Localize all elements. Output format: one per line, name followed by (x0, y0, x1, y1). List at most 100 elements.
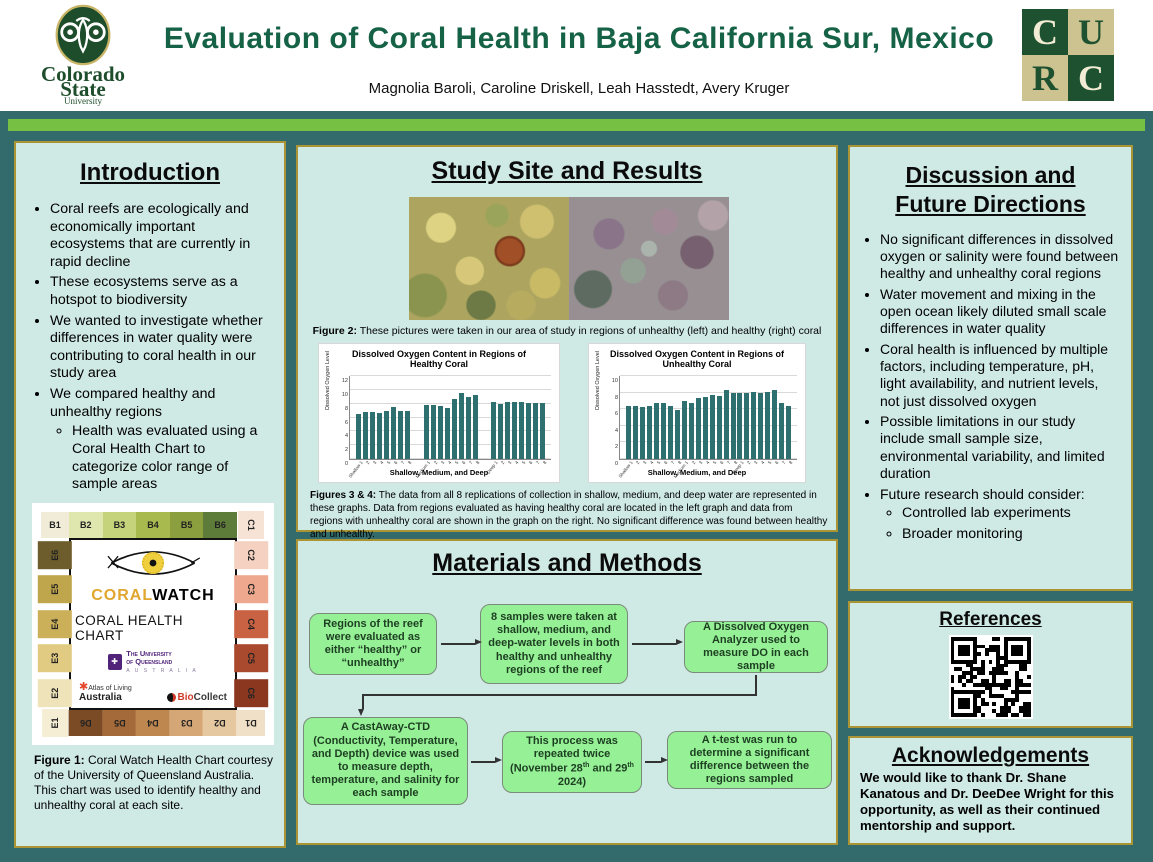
x-tick-label: 5 (711, 460, 718, 466)
x-tick-label: 3 (642, 460, 648, 466)
coral-photos (409, 197, 729, 320)
bar-column: 8 (405, 376, 413, 465)
x-tick-label: 4 (446, 460, 453, 466)
poster-title: Evaluation of Coral Health in Baja Calif… (163, 22, 995, 55)
bar (786, 405, 791, 459)
gridline: 8 (615, 391, 797, 401)
coral-photo-healthy (569, 197, 729, 320)
intro-sub-bullet: Health was evaluated using a Coral Healt… (72, 423, 272, 493)
gridline: 2 (615, 441, 797, 450)
discussion-bullet: No significant differences in dissolved … (880, 231, 1121, 283)
bar-column: 3 (695, 376, 703, 465)
discussion-panel: Discussion and Future Directions No sign… (848, 145, 1133, 591)
introduction-bullet-list: Coral reefs are ecologically and economi… (32, 201, 272, 494)
bar-column: 8 (472, 376, 480, 465)
bar-column: 3 (437, 376, 445, 465)
figures34-caption: Figures 3 & 4: The data from all 8 repli… (310, 489, 828, 541)
bar-column: Shallow 1 (618, 376, 634, 479)
x-tick-label: 6 (663, 460, 669, 466)
bar-column: 5 (384, 376, 392, 465)
csu-wordmark-university: University (64, 96, 102, 106)
figure1-caption-label: Figure 1: (34, 753, 85, 767)
coral-swatch-d2: D2 (203, 710, 237, 736)
biocollect-logo: BioCollect (166, 692, 227, 703)
coral-health-chart-grid: CORALWATCH CORAL HEALTH CHART The Univer… (37, 511, 269, 737)
x-tick-label: 3 (697, 460, 704, 466)
bar (709, 395, 715, 459)
bar (675, 410, 680, 459)
methods-step-5-text: 2024) (557, 775, 587, 788)
coral-swatch-e6: E6 (37, 541, 73, 570)
bar-column: 6 (716, 376, 724, 465)
figure1-caption-text: Coral Watch Health Chart courtesy of the… (34, 753, 273, 812)
flow-connector-down (755, 675, 757, 695)
discussion-bullet: Coral health is influenced by multiple f… (880, 341, 1121, 410)
bar (540, 402, 545, 459)
discussion-bullet: Water movement and mixing in the open oc… (880, 286, 1121, 338)
bar (526, 402, 531, 459)
bar-column: 8 (675, 376, 683, 465)
x-tick-label: 2 (432, 460, 439, 466)
y-tick-label: 10 (611, 378, 618, 384)
x-tick-label: 7 (670, 460, 676, 466)
coral-swatch-e1: E1 (42, 709, 68, 737)
flow-arrow-4 (471, 757, 502, 763)
bar (423, 405, 429, 459)
x-tick-label: 8 (407, 460, 413, 466)
uq-line3: A U S T R A L I A (126, 668, 198, 675)
flow-arrow-1 (441, 639, 482, 645)
x-tick-label: 4 (704, 460, 711, 466)
figures34-caption-label: Figures 3 & 4: (310, 490, 377, 501)
bar-column: 6 (526, 376, 534, 465)
coral-swatch-c5: C5 (233, 644, 269, 673)
x-tick-label: 6 (393, 460, 399, 466)
figures34-caption-text: The data from all 8 replications of coll… (310, 490, 828, 540)
bar (363, 411, 368, 459)
x-tick-label: 2 (746, 460, 752, 466)
bar-column: 3 (505, 376, 513, 465)
x-tick-label: 3 (507, 460, 513, 466)
y-tick-label: 0 (614, 461, 618, 467)
y-tick-label: 4 (614, 427, 618, 434)
acknowledgements-heading: Acknowledgements (891, 744, 1090, 767)
bar (505, 401, 510, 459)
bar (512, 401, 517, 459)
coral-swatch-c6: C6 (233, 678, 269, 707)
biocollect-collect: Collect (193, 692, 227, 703)
bar-column: 5 (765, 376, 773, 465)
superscript-th: th (582, 761, 590, 769)
x-tick-label: 5 (521, 460, 527, 466)
poster-authors: Magnolia Baroli, Caroline Driskell, Leah… (368, 80, 790, 97)
intro-bullet: We compared healthy and unhealthy region… (50, 386, 272, 494)
figure2-caption: Figure 2: These pictures were taken in o… (298, 325, 836, 338)
gridline: 6 (615, 408, 797, 417)
coral-swatch-b3: B3 (102, 512, 137, 538)
coral-swatch-d5: D5 (102, 710, 137, 736)
bar (498, 404, 503, 459)
bar (633, 405, 638, 459)
chart-healthy-title: Dissolved Oxygen Content in Regions of H… (319, 349, 559, 370)
figure1-caption: Figure 1: Coral Watch Health Chart court… (34, 753, 274, 813)
bar (405, 410, 410, 459)
materials-methods-panel: Materials and Methods Regions of the ree… (296, 539, 838, 845)
coral-swatch-d3: D3 (169, 710, 204, 736)
chart-title-line: Healthy Coral (409, 359, 469, 370)
bar-column: 4 (758, 376, 766, 465)
csu-logo: Colorado State University (28, 4, 138, 106)
coralwatch-partner-logos: ✱Atlas of Living Australia BioCollect (75, 682, 231, 704)
x-tick-label: 4 (649, 460, 655, 466)
bar-column: 7 (465, 376, 473, 465)
bar-column: 3 (640, 376, 648, 465)
curc-letter-c1: C (1022, 9, 1068, 55)
coral-swatch-d6: D6 (69, 710, 103, 736)
superscript-th: th (627, 761, 634, 769)
bar-column: 6 (458, 376, 466, 465)
bar (765, 391, 770, 459)
bar-column: 2 (633, 376, 641, 465)
discussion-bullet: Future research should consider: Control… (880, 486, 1121, 544)
methods-step-2: 8 samples were taken at shallow, medium,… (480, 604, 628, 684)
